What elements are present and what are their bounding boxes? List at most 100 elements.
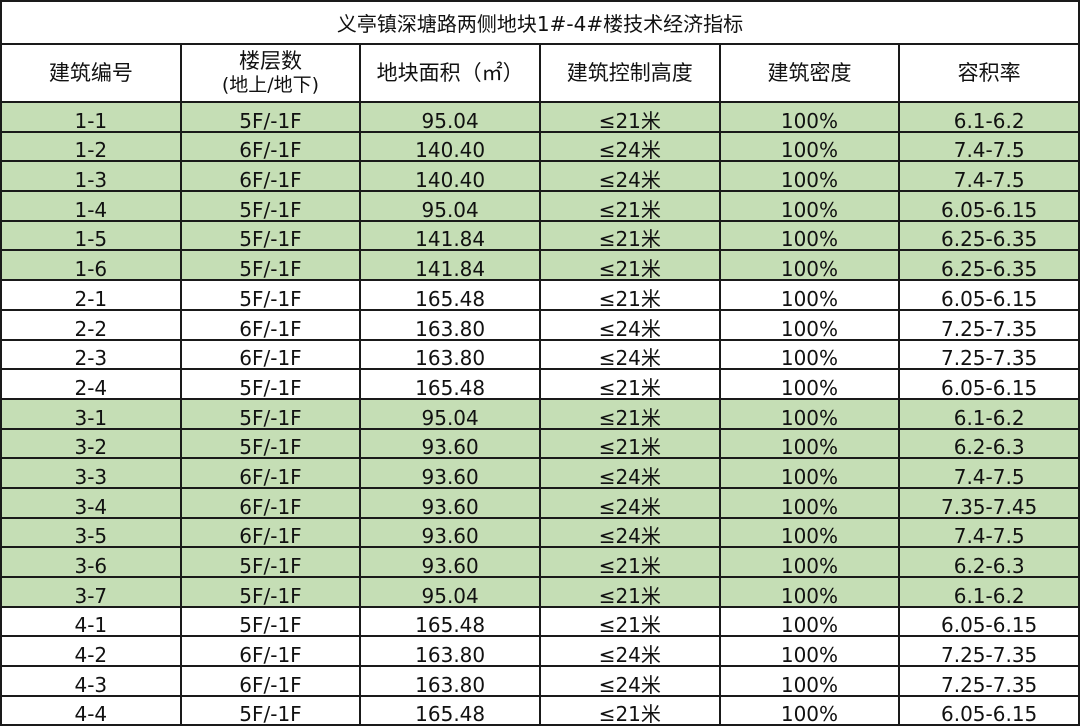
cell-height-limit: ≤24米	[538, 308, 721, 341]
cell-floors: 5F/-1F	[179, 101, 362, 133]
table-row: 4-3 6F/-1F 163.80 ≤24米 100% 7.25-7.35	[0, 665, 1080, 697]
cell-density: 100%	[718, 635, 901, 668]
cell-building-id: 3-2	[0, 427, 182, 460]
cell-floors: 6F/-1F	[179, 635, 362, 668]
cell-building-id: 4-2	[0, 635, 182, 668]
cell-building-id: 1-5	[0, 219, 182, 252]
cell-floor-area-ratio: 6.2-6.3	[898, 546, 1080, 578]
cell-floors: 6F/-1F	[179, 160, 362, 193]
table-row: 3-3 6F/-1F 93.60 ≤24米 100% 7.4-7.5	[0, 457, 1080, 489]
table-row: 3-2 5F/-1F 93.60 ≤21米 100% 6.2-6.3	[0, 427, 1080, 460]
cell-area: 163.80	[359, 665, 541, 697]
cell-height-limit: ≤24米	[538, 130, 721, 163]
cell-floors: 5F/-1F	[179, 605, 362, 638]
cell-density: 100%	[718, 486, 901, 519]
cell-area: 165.48	[359, 368, 541, 400]
cell-height-limit: ≤21米	[538, 249, 721, 282]
cell-building-id: 3-6	[0, 546, 182, 578]
cell-area: 93.60	[359, 457, 541, 489]
cell-height-limit: ≤21米	[538, 219, 721, 252]
cell-building-id: 2-3	[0, 338, 182, 371]
cell-density: 100%	[718, 279, 901, 311]
cell-height-limit: ≤21米	[538, 605, 721, 638]
cell-height-limit: ≤24米	[538, 160, 721, 193]
cell-density: 100%	[718, 308, 901, 341]
cell-building-id: 4-1	[0, 605, 182, 638]
cell-building-id: 1-2	[0, 130, 182, 163]
cell-floors: 6F/-1F	[179, 338, 362, 371]
cell-area: 95.04	[359, 101, 541, 133]
cell-building-id: 4-4	[0, 694, 182, 727]
cell-floors: 5F/-1F	[179, 694, 362, 727]
cell-area: 165.48	[359, 694, 541, 727]
cell-area: 93.60	[359, 516, 541, 549]
table-row: 2-3 6F/-1F 163.80 ≤24米 100% 7.25-7.35	[0, 338, 1080, 371]
cell-density: 100%	[718, 576, 901, 608]
cell-height-limit: ≤24米	[538, 457, 721, 489]
cell-floor-area-ratio: 7.25-7.35	[898, 338, 1080, 371]
cell-floors: 6F/-1F	[179, 130, 362, 163]
cell-density: 100%	[718, 130, 901, 163]
cell-height-limit: ≤24米	[538, 486, 721, 519]
cell-density: 100%	[718, 368, 901, 400]
cell-floor-area-ratio: 6.05-6.15	[898, 605, 1080, 638]
cell-building-id: 2-4	[0, 368, 182, 400]
table-row: 2-2 6F/-1F 163.80 ≤24米 100% 7.25-7.35	[0, 308, 1080, 341]
cell-density: 100%	[718, 427, 901, 460]
cell-density: 100%	[718, 249, 901, 282]
header-density: 建筑密度	[718, 43, 901, 103]
cell-floor-area-ratio: 7.35-7.45	[898, 486, 1080, 519]
cell-floors: 5F/-1F	[179, 279, 362, 311]
cell-density: 100%	[718, 546, 901, 578]
cell-floor-area-ratio: 6.05-6.15	[898, 694, 1080, 727]
cell-area: 93.60	[359, 427, 541, 460]
cell-floor-area-ratio: 6.2-6.3	[898, 427, 1080, 460]
table-row: 4-2 6F/-1F 163.80 ≤24米 100% 7.25-7.35	[0, 635, 1080, 668]
cell-floors: 5F/-1F	[179, 427, 362, 460]
cell-area: 140.40	[359, 130, 541, 163]
cell-floors: 6F/-1F	[179, 486, 362, 519]
table-row: 1-2 6F/-1F 140.40 ≤24米 100% 7.4-7.5	[0, 130, 1080, 163]
header-floors-main: 楼层数	[238, 49, 302, 73]
cell-floors: 6F/-1F	[179, 516, 362, 549]
table-row: 3-7 5F/-1F 95.04 ≤21米 100% 6.1-6.2	[0, 576, 1080, 608]
cell-height-limit: ≤24米	[538, 665, 721, 697]
table-title: 义亭镇深塘路两侧地块1#-4#楼技术经济指标	[0, 0, 1080, 45]
table-row: 1-5 5F/-1F 141.84 ≤21米 100% 6.25-6.35	[0, 219, 1080, 252]
cell-density: 100%	[718, 101, 901, 133]
cell-floor-area-ratio: 7.4-7.5	[898, 457, 1080, 489]
cell-area: 95.04	[359, 576, 541, 608]
cell-floor-area-ratio: 6.25-6.35	[898, 249, 1080, 282]
cell-building-id: 2-2	[0, 308, 182, 341]
table-row: 3-4 6F/-1F 93.60 ≤24米 100% 7.35-7.45	[0, 486, 1080, 519]
cell-floor-area-ratio: 7.25-7.35	[898, 308, 1080, 341]
header-far: 容积率	[898, 43, 1080, 103]
header-height: 建筑控制高度	[538, 43, 721, 103]
table-row: 3-6 5F/-1F 93.60 ≤21米 100% 6.2-6.3	[0, 546, 1080, 578]
cell-building-id: 1-1	[0, 101, 182, 133]
title-row: 义亭镇深塘路两侧地块1#-4#楼技术经济指标	[0, 0, 1080, 45]
cell-floors: 5F/-1F	[179, 546, 362, 578]
cell-area: 141.84	[359, 249, 541, 282]
cell-floors: 5F/-1F	[179, 219, 362, 252]
cell-area: 93.60	[359, 546, 541, 578]
table-row: 4-1 5F/-1F 165.48 ≤21米 100% 6.05-6.15	[0, 605, 1080, 638]
cell-floors: 5F/-1F	[179, 397, 362, 430]
cell-height-limit: ≤24米	[538, 635, 721, 668]
header-floors: 楼层数 (地上/地下)	[179, 43, 362, 103]
cell-height-limit: ≤21米	[538, 576, 721, 608]
cell-height-limit: ≤21米	[538, 546, 721, 578]
cell-height-limit: ≤21米	[538, 694, 721, 727]
cell-density: 100%	[718, 190, 901, 222]
header-floors-sub: (地上/地下)	[221, 74, 320, 96]
cell-area: 163.80	[359, 308, 541, 341]
cell-floors: 6F/-1F	[179, 308, 362, 341]
cell-density: 100%	[718, 338, 901, 371]
cell-height-limit: ≤21米	[538, 279, 721, 311]
cell-area: 141.84	[359, 219, 541, 252]
cell-area: 165.48	[359, 605, 541, 638]
cell-floors: 5F/-1F	[179, 576, 362, 608]
table-row: 3-5 6F/-1F 93.60 ≤24米 100% 7.4-7.5	[0, 516, 1080, 549]
cell-floors: 5F/-1F	[179, 368, 362, 400]
